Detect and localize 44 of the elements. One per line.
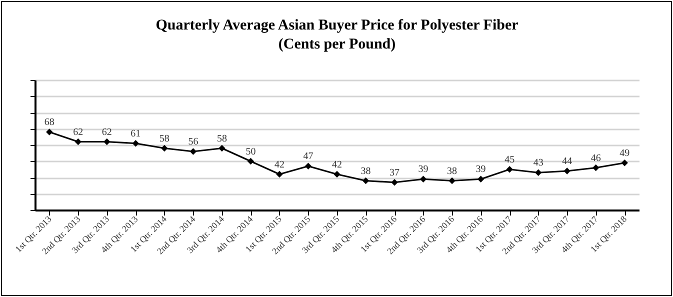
point (218, 144, 226, 152)
data-label: 58 (159, 133, 170, 144)
data-label: 46 (590, 152, 601, 164)
point (190, 148, 197, 155)
point (276, 170, 283, 178)
point (534, 169, 542, 176)
point (592, 164, 600, 172)
data-label: 68 (44, 117, 54, 128)
data-label: 39 (476, 164, 486, 176)
point (391, 179, 398, 186)
point (477, 176, 484, 182)
point (506, 166, 513, 173)
data-label: 56 (188, 136, 198, 148)
point (448, 177, 456, 184)
point (564, 168, 570, 174)
data-label: 43 (533, 158, 544, 169)
chart-title: Quarterly Average Asian Buyer Price for Polyester Fiber (156, 18, 519, 34)
point (132, 140, 140, 147)
data-label: 58 (216, 133, 227, 144)
data-label: 44 (562, 156, 572, 167)
chart-subtitle: (Cents per Pound) (278, 36, 396, 52)
data-label: 37 (390, 167, 400, 178)
data-label: 38 (360, 166, 371, 177)
data-label: 42 (332, 159, 342, 170)
data-label: 50 (246, 146, 256, 158)
data-label: 39 (418, 164, 428, 176)
point (247, 158, 254, 165)
point (334, 170, 340, 178)
point (362, 177, 370, 184)
point (104, 138, 110, 146)
data-label: 42 (274, 159, 284, 170)
data-label: 49 (620, 148, 630, 159)
point (161, 144, 168, 152)
point (420, 176, 427, 182)
data-label: 62 (102, 126, 112, 138)
data-label: 61 (130, 128, 141, 140)
data-label: 45 (504, 154, 515, 166)
point (46, 128, 53, 136)
data-label: 38 (447, 166, 458, 177)
point (74, 138, 82, 146)
point (304, 162, 312, 170)
data-label: 47 (303, 151, 314, 162)
point (621, 160, 628, 166)
data-label: 62 (73, 126, 84, 138)
